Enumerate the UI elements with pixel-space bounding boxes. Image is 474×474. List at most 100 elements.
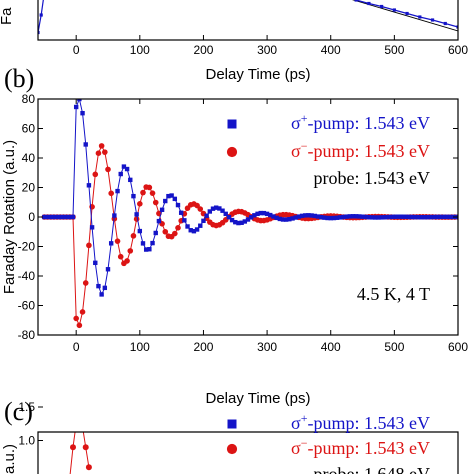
panel-b-point — [64, 214, 69, 220]
panel-b-point — [95, 150, 102, 156]
panel-b-point — [133, 216, 140, 222]
panel-b-point — [318, 214, 324, 220]
panel-b-y-tick-label: -20 — [18, 240, 36, 254]
panel-b-point — [436, 214, 442, 220]
panel-b-point — [127, 248, 134, 254]
panel-b-point — [373, 215, 378, 220]
panel-a-x-tick-label: 300 — [257, 43, 277, 57]
panel-b-point — [334, 215, 340, 220]
panel-b-point — [147, 247, 152, 252]
panel-b-point — [303, 213, 308, 218]
panel-b-ylabel: Faraday Rotation (a.u.) — [1, 140, 18, 294]
panel-b-point — [102, 285, 108, 291]
panel-b-legend-sigma: σ — [291, 113, 301, 133]
panel-b-point — [48, 214, 53, 220]
panel-b-point — [268, 212, 273, 218]
panel-b-annotation: 4.5 K, 4 T — [357, 284, 430, 304]
panel-b-point — [322, 215, 327, 220]
panel-c-point — [73, 421, 79, 427]
panel-b-point — [233, 219, 238, 225]
panel-b-y-tick-label: 0 — [28, 210, 35, 224]
panel-b-point — [414, 214, 419, 220]
panel-b-point — [172, 196, 178, 202]
panel-b-point — [131, 193, 136, 199]
panel-b-point — [172, 230, 178, 237]
panel-b-point — [277, 216, 283, 222]
panel-b-point — [198, 223, 203, 228]
panel-a-plot — [37, 0, 459, 41]
panel-b-y-tick-label: -60 — [18, 299, 36, 313]
panel-b-point — [150, 240, 155, 246]
panel-b-x-tick-label: 200 — [193, 340, 213, 354]
panel-b-point — [236, 220, 241, 226]
panel-b-point — [449, 214, 454, 220]
panel-b-y-tick-label: -40 — [18, 269, 36, 283]
panel-b-point — [80, 110, 85, 116]
panel-b-point — [420, 215, 426, 220]
panel-b-point — [118, 171, 123, 177]
panel-b-point — [382, 215, 388, 220]
panel-b-legend: σ+-pump: 1.543 eVσ−-pump: 1.543 eVprobe:… — [226, 111, 430, 188]
panel-b-point — [73, 315, 79, 322]
panel-a-x-tick-label: 400 — [321, 43, 341, 57]
panel-b-point — [204, 213, 209, 218]
panel-b-y-ticks: -80 -60 -40 -20 0 20 40 60 80 — [18, 92, 458, 342]
panel-b-point — [404, 214, 410, 220]
panel-b-point — [223, 211, 228, 217]
panel-b-point — [439, 214, 445, 220]
panel-b-point — [201, 218, 206, 224]
panel-b-point — [98, 143, 105, 149]
panel-b-y-tick-label: -80 — [18, 328, 36, 342]
panel-b-point — [341, 214, 346, 220]
panel-b-point — [149, 190, 156, 196]
panel-b-point — [366, 215, 372, 220]
panel-c-legend-sup: + — [301, 411, 308, 425]
panel-b-xlabel: Delay Time (ps) — [205, 390, 310, 407]
panel-b-point — [379, 215, 384, 220]
panel-c-y-tick-label: 1.5 — [18, 400, 35, 414]
panel-a-x-ticks: 0 100 200 300 400 500 600 — [73, 35, 468, 57]
panel-b-point — [140, 189, 146, 196]
panel-c-legend-sup: − — [301, 436, 308, 450]
panel-c-legend-marker — [226, 443, 238, 455]
panel-b-x-tick-label: 600 — [448, 340, 468, 354]
panel-a-point — [39, 13, 43, 17]
panel-b-point — [328, 215, 333, 221]
panel-b-point — [178, 210, 184, 215]
panel-b-legend-sup: − — [301, 139, 308, 153]
panel-c-legend: σ+-pump: 1.543 eVσ−-pump: 1.543 eVprobe:… — [226, 411, 430, 474]
panel-b-point — [152, 199, 159, 206]
panel-b-point — [213, 205, 219, 210]
panel-b-point — [191, 228, 197, 234]
panel-b-point — [217, 206, 222, 211]
panel-b-point — [143, 247, 149, 252]
panel-b-point — [99, 292, 104, 297]
panel-b-point — [51, 214, 57, 220]
panel-b-point — [67, 214, 73, 220]
panel-b-legend-marker — [226, 146, 238, 158]
panel-b-point — [54, 214, 60, 220]
panel-b-point — [353, 214, 359, 219]
panel-b-point — [92, 171, 99, 178]
panel-c: (c) 1.01.5 a.u.) σ+-pump: 1.543 eVσ−-pum… — [1, 397, 459, 474]
panel-b-point — [86, 183, 92, 188]
panel-b-point — [430, 214, 435, 220]
panel-b-point — [140, 241, 146, 246]
panel-b-point — [398, 214, 403, 219]
panel-b-point — [411, 214, 416, 220]
panel-b-point — [315, 214, 321, 219]
panel-b-point — [102, 149, 108, 155]
panel-b-point — [163, 198, 168, 204]
panel-b-point — [137, 201, 143, 207]
panel-b-point — [417, 214, 423, 220]
panel-b-point — [128, 177, 133, 183]
panel-b-y-tick-label: 20 — [22, 181, 36, 195]
panel-b-x-ticks: 0 100 200 300 400 500 600 — [73, 99, 468, 354]
panel-b-point — [344, 214, 349, 219]
panel-b-point — [258, 210, 263, 216]
panel-b-point — [124, 166, 130, 172]
panel-b-point — [70, 214, 76, 220]
panel-b-point — [73, 104, 79, 110]
panel-b-point — [121, 164, 127, 169]
